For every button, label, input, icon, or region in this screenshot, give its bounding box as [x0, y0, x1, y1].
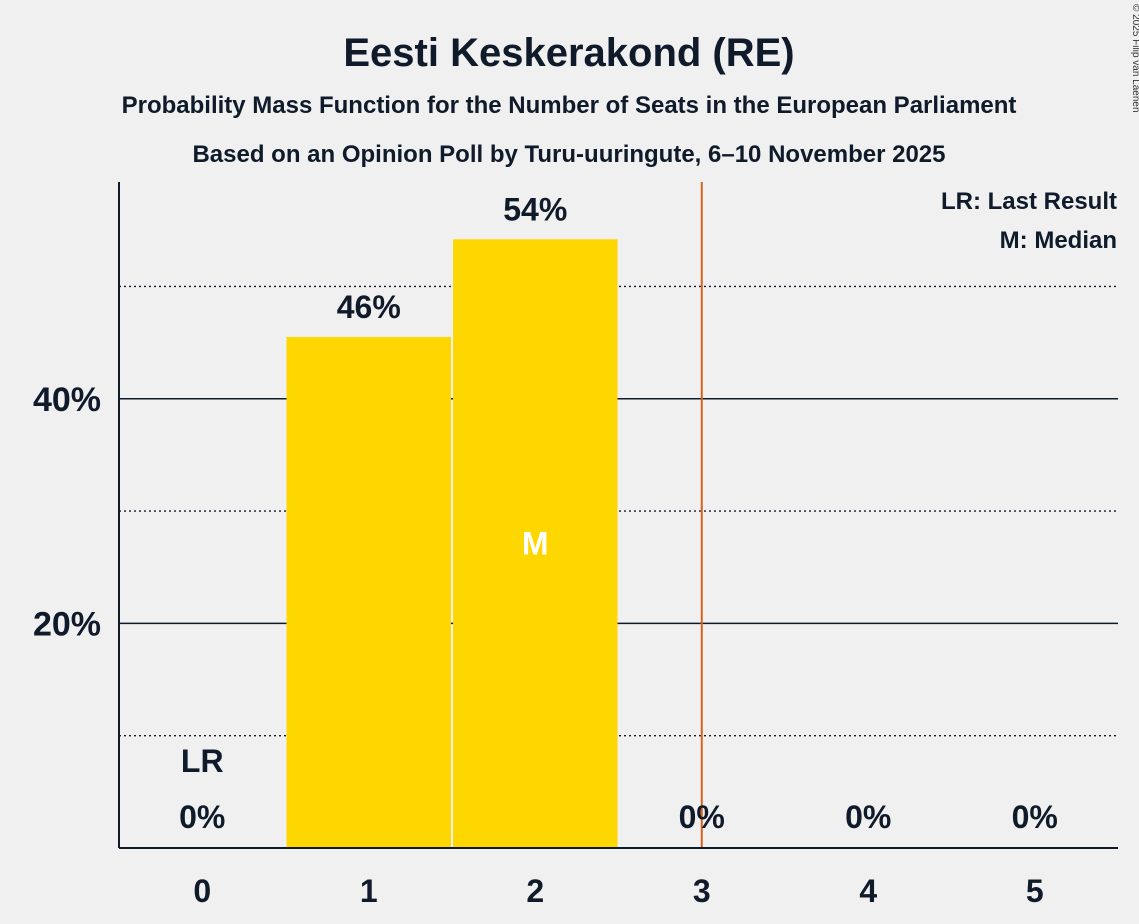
x-tick-label: 2 [526, 873, 544, 909]
last-result-marker: LR [181, 743, 224, 779]
data-label: 0% [1012, 799, 1058, 835]
data-label: 0% [679, 799, 725, 835]
bar [286, 336, 451, 848]
x-tick-label: 1 [360, 873, 378, 909]
y-tick-label: 40% [33, 381, 101, 419]
x-tick-label: 3 [693, 873, 711, 909]
data-label: 46% [337, 289, 401, 325]
legend-entry: LR: Last Result [941, 188, 1117, 215]
y-tick-label: 20% [33, 605, 101, 643]
legend-entry: M: Median [1000, 227, 1117, 254]
data-label: 54% [503, 191, 567, 227]
bar [453, 239, 618, 848]
copyright: © 2025 Filip van Laenen [1130, 4, 1139, 113]
chart-subtitle-line2: Based on an Opinion Poll by Turu-uuringu… [192, 141, 945, 168]
x-tick-label: 4 [859, 873, 877, 909]
median-marker: M [522, 526, 549, 562]
x-tick-label: 0 [193, 873, 211, 909]
chart-subtitle-line1: Probability Mass Function for the Number… [122, 92, 1017, 119]
x-tick-label: 5 [1026, 873, 1044, 909]
data-label: 0% [179, 799, 225, 835]
chart-title: Eesti Keskerakond (RE) [343, 31, 794, 75]
plot-area: 20% 40% 0 1 2 3 4 5 0% 46% 54% 0% 0% 0% LR M LR: Last Re… [33, 182, 1118, 909]
data-label: 0% [845, 799, 891, 835]
